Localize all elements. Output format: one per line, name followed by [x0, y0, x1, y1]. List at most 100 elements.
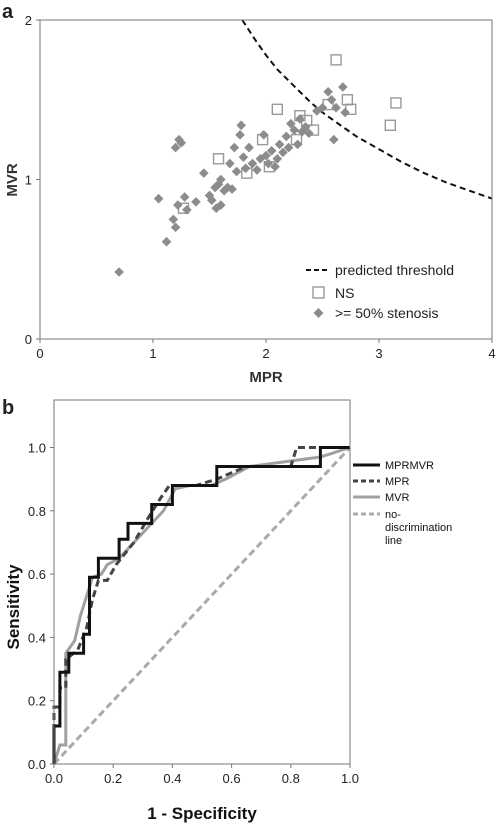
a-x-tick-label: 2	[262, 346, 269, 361]
panel-a-ticks: 0 1 2 3 4 0 1 2	[25, 13, 496, 361]
panel-b-series	[52, 446, 352, 766]
panel-b-legend: MPRMVR MPR MVR no- discrimination line	[353, 460, 455, 547]
stenosis-point	[272, 153, 283, 164]
stenosis-point	[238, 152, 249, 162]
panel-b-ticks: 0.0 0.2 0.4 0.6 0.8 1.0 0.0 0.2 0.4 0.6 0.8 1.0	[28, 440, 359, 786]
stenosis-point	[236, 120, 246, 131]
stenosis-point	[244, 142, 254, 153]
stenosis-point	[255, 153, 266, 164]
a-x-tick-label: 0	[36, 346, 43, 361]
stenosis-point	[191, 197, 201, 207]
legend-stenosis-swatch	[313, 308, 324, 318]
stenosis-point	[161, 236, 172, 247]
b-y-tick-label: 0.6	[28, 567, 46, 582]
a-x-tick-label: 4	[488, 346, 495, 361]
panel-b-x-axis-title: 1 - Specificity	[147, 804, 257, 823]
stenosis-point	[252, 165, 262, 175]
a-y-tick-label: 1	[25, 173, 32, 188]
stenosis-point	[266, 145, 277, 156]
stenosis-point	[179, 192, 190, 202]
legend-mvr-label: MVR	[385, 492, 410, 504]
stenosis-point	[338, 82, 348, 92]
roc-curve-mpr	[52, 446, 350, 764]
legend-no-discrimination-line2: discrimination	[385, 522, 452, 534]
stenosis-point	[263, 158, 274, 169]
stenosis-point	[258, 130, 269, 140]
stenosis-point	[289, 125, 300, 135]
ns-point	[330, 54, 342, 66]
stenosis-point	[216, 174, 226, 185]
stenosis-point	[216, 200, 226, 210]
legend-ns-swatch	[312, 286, 325, 299]
stenosis-point	[326, 94, 337, 105]
stenosis-point	[295, 114, 305, 124]
panel-a-x-axis-title: MPR	[249, 369, 283, 386]
panel-a-series	[114, 19, 493, 277]
legend-mpr-label: MPR	[385, 476, 410, 488]
stenosis-point	[182, 205, 192, 215]
a-y-tick-label: 2	[25, 13, 32, 28]
stenosis-point	[176, 138, 187, 148]
stenosis-point	[225, 158, 235, 169]
b-y-tick-label: 0.4	[28, 630, 46, 645]
stenosis-point	[304, 128, 314, 139]
legend-ns-label: NS	[335, 285, 354, 301]
stenosis-point	[235, 130, 245, 140]
b-x-tick-label: 0.8	[282, 771, 300, 786]
panel-a-legend: predicted threshold NS >= 50% stenosis	[306, 262, 454, 321]
stenosis-point	[323, 86, 333, 97]
panel-a-y-axis-title: MVR	[4, 163, 21, 197]
stenosis-point	[281, 131, 292, 142]
stenosis-point	[153, 193, 164, 204]
threshold-curve	[241, 19, 493, 200]
stenosis-point	[114, 267, 124, 277]
panel-b-letter: b	[2, 397, 14, 419]
stenosis-point	[300, 122, 311, 132]
stenosis-point	[227, 184, 237, 194]
b-y-tick-label: 0.0	[28, 757, 46, 772]
stenosis-point	[317, 102, 328, 113]
stenosis-point	[340, 107, 350, 118]
stenosis-point	[210, 182, 220, 193]
b-y-tick-label: 0.8	[28, 504, 46, 519]
stenosis-point	[331, 102, 341, 113]
stenosis-point	[261, 150, 271, 161]
b-x-tick-label: 0.4	[163, 771, 181, 786]
stenosis-point	[278, 147, 288, 158]
panel-b-plot-frame	[53, 399, 351, 765]
stenosis-point	[283, 142, 294, 153]
b-x-tick-label: 1.0	[341, 771, 359, 786]
panel-a-scatter: a 0 1 2 3 4 0 1 2 MPR MVR predicted threshold N…	[2, 1, 496, 386]
ns-point	[341, 94, 354, 106]
panel-a-letter: a	[2, 1, 14, 23]
stenosis-point	[199, 168, 209, 178]
stenosis-point	[270, 161, 280, 172]
ns-point	[390, 97, 402, 109]
stenosis-point	[170, 222, 181, 233]
a-x-tick-label: 3	[375, 346, 382, 361]
legend-no-discrimination-label: no- discrimination line	[385, 509, 455, 547]
stenosis-point	[170, 142, 181, 153]
stenosis-point	[168, 214, 179, 225]
legend-stenosis-label: >= 50% stenosis	[335, 305, 439, 321]
a-y-tick-label: 0	[25, 332, 32, 347]
legend-mprmvr-label: MPRMVR	[385, 460, 434, 472]
legend-no-discrimination-line1: no-	[385, 509, 401, 521]
stenosis-point	[274, 139, 285, 150]
panel-b-y-axis-title: Sensitivity	[4, 564, 23, 650]
panel-b-roc: b 0.0 0.2 0.4 0.6 0.8 1.0 0.0 0.2 0.4 0.6 0.8 1.0 1…	[2, 397, 455, 823]
legend-no-discrimination-line3: line	[385, 535, 402, 547]
stenosis-point	[247, 158, 258, 169]
ns-point	[384, 119, 396, 131]
ns-point	[212, 153, 225, 165]
b-x-tick-label: 0.2	[104, 771, 122, 786]
b-y-tick-label: 0.2	[28, 694, 46, 709]
stenosis-point	[173, 200, 183, 210]
ns-point	[271, 103, 283, 116]
b-x-tick-label: 0.0	[45, 771, 63, 786]
roc-curve-no-discrimination-line	[52, 446, 352, 766]
stenosis-point	[231, 166, 242, 177]
a-x-tick-label: 1	[149, 346, 156, 361]
legend-threshold-label: predicted threshold	[335, 262, 454, 278]
